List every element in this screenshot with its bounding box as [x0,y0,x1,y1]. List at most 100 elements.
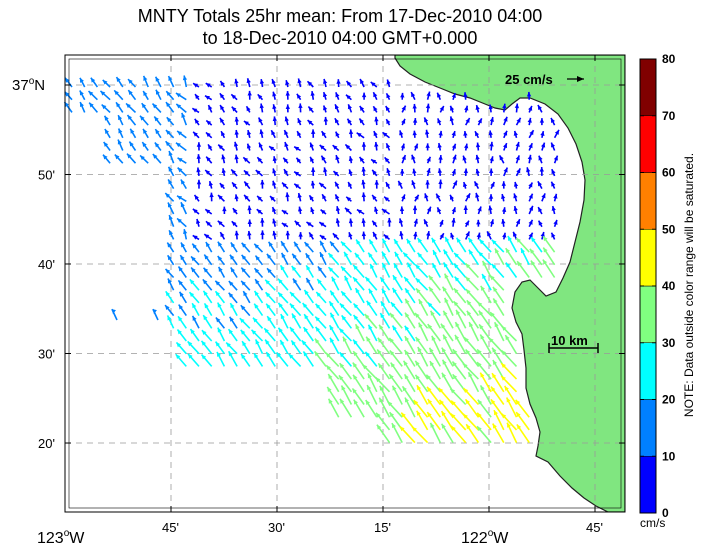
current-vector [284,116,289,126]
current-vector [462,362,479,380]
current-vector [102,154,111,164]
current-vector [139,154,149,164]
current-vector [351,387,365,405]
current-vector [390,362,403,380]
current-vector [102,79,111,88]
current-vector [115,101,124,113]
current-vector [401,154,407,164]
current-vector [424,129,430,138]
current-vector [254,255,264,266]
current-vector [284,141,289,151]
current-vector [400,168,405,176]
current-vector [165,290,175,304]
current-vector [166,116,175,126]
current-vector [285,104,290,113]
current-vector [328,300,340,317]
current-vector [550,232,556,240]
current-vector [501,181,506,189]
current-vector [187,340,200,355]
current-vector [438,387,454,406]
current-vector [463,205,468,215]
current-vector [290,340,302,355]
colorbar-segment [639,229,657,287]
current-vector [320,209,327,215]
current-vector [528,129,535,139]
current-vector [455,309,467,329]
current-vector [425,374,441,393]
current-vector [335,154,340,164]
current-vector [348,218,354,227]
lon-label: 123oW [37,528,85,547]
graticule [65,55,625,512]
current-vector [428,286,441,304]
current-vector [250,329,264,342]
current-vector [282,157,289,164]
current-vector [247,205,252,215]
current-vector [302,302,314,317]
current-vector [154,141,162,151]
current-vector [307,105,314,113]
current-vector [354,287,365,304]
current-vector [355,239,365,253]
current-vector [178,291,187,304]
current-vector [437,118,442,126]
longitude-labels: 123oW 45' 30' 15' 122oW 45' [37,520,603,547]
current-vector [348,156,354,164]
current-vector [165,129,175,139]
current-vector [303,241,314,253]
current-vector [268,145,276,152]
current-vector [388,373,403,393]
current-vector [306,221,314,228]
current-vector [204,95,213,101]
current-vector [530,260,543,278]
current-vector [473,180,480,189]
colorbar-segment [639,285,657,343]
current-vector [515,237,530,253]
current-vector [416,384,429,405]
current-vector [444,236,454,253]
current-vector [345,196,352,202]
current-vector [243,181,251,190]
current-vector [280,240,289,253]
current-vector [404,397,416,418]
current-vector [385,105,391,113]
current-vector [367,324,378,342]
current-vector [175,353,187,367]
current-vector [202,267,213,279]
current-vector [503,385,518,405]
current-vector [399,206,405,215]
current-vector [553,129,560,139]
current-vector [270,129,276,139]
current-vector [176,195,187,202]
lon-label: 30' [268,520,285,535]
current-vector [329,290,340,304]
current-vector [370,158,378,164]
current-vector [463,92,468,100]
current-vector [345,94,352,101]
current-vector [166,242,175,253]
current-vector [99,90,111,101]
lat-label: 37oN [12,76,45,94]
current-vector [414,374,429,393]
current-vector [358,156,365,164]
current-vector [479,384,492,405]
current-vector [190,255,200,266]
current-vector [267,241,276,253]
current-vector [503,116,508,126]
lat-label: 50' [38,168,55,183]
current-vector [491,263,505,279]
current-vector [364,351,378,367]
reference-vector: 25 cm/s [505,72,584,87]
current-vector [334,194,340,202]
current-vector [438,130,443,138]
current-vector [217,220,225,228]
current-vector [494,248,505,266]
current-vector [334,117,340,126]
current-vector [339,302,352,317]
current-vector [111,308,118,321]
current-vector [277,278,289,291]
current-vector [217,255,226,266]
current-vector [155,89,162,101]
current-vector [175,341,187,355]
current-vector [205,131,213,139]
